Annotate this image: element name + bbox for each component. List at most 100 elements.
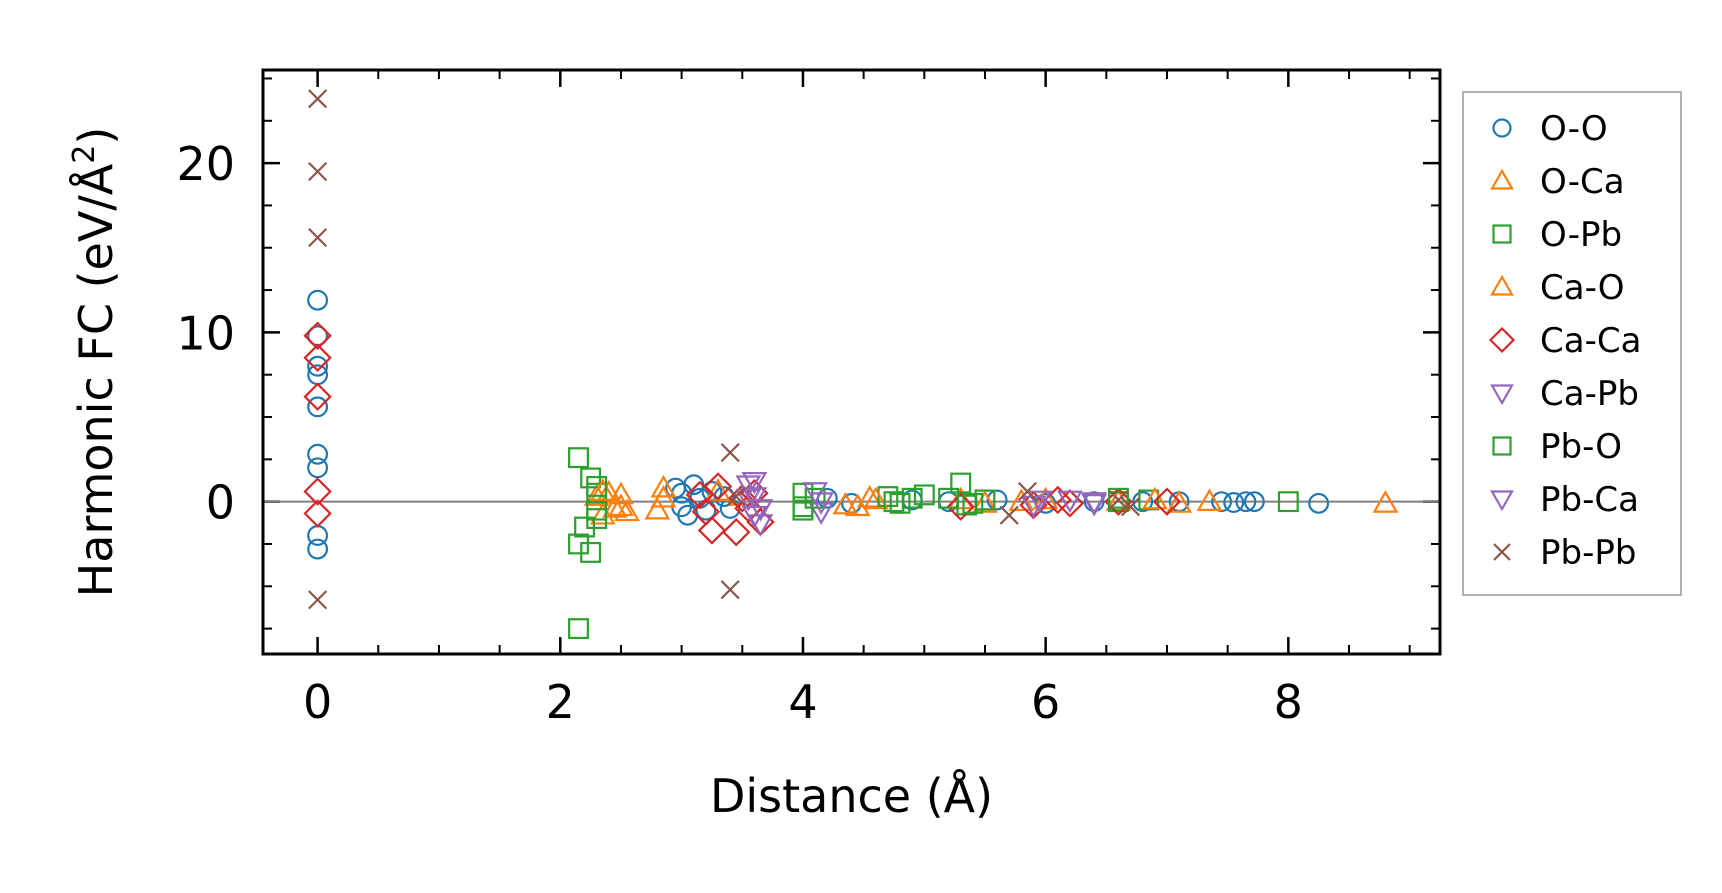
data-point — [950, 472, 972, 494]
legend-items: O-O O-Ca O-Pb Ca-O Ca-Ca Ca-Pb Pb-O Pb-Ca Pb-Pb — [1488, 109, 1641, 573]
data-point — [1152, 487, 1182, 516]
data-point — [697, 516, 727, 545]
data-point — [703, 472, 733, 501]
data-point — [303, 499, 332, 528]
y-axis-title-main: Harmonic FC (eV/Å — [69, 163, 123, 597]
legend-marker — [1490, 168, 1514, 190]
legend-item: O-Pb — [1492, 215, 1622, 255]
y-tick-label: 0 — [206, 476, 235, 530]
x-tick-label: 6 — [1031, 675, 1060, 729]
legend-marker — [1490, 490, 1514, 512]
data-point — [308, 228, 328, 248]
data-point — [303, 343, 332, 372]
data-point — [1108, 490, 1129, 510]
data-point — [1055, 489, 1085, 518]
plot-frame — [261, 68, 1442, 656]
x-tick-label: 0 — [303, 675, 332, 729]
data-point — [720, 442, 740, 463]
data-point — [862, 486, 889, 510]
data-point — [883, 491, 905, 513]
data-point — [1121, 497, 1141, 517]
data-point — [747, 514, 774, 537]
data-point — [307, 457, 329, 479]
legend-item: O-Ca — [1490, 162, 1625, 202]
data-point — [1243, 491, 1265, 513]
data-point — [586, 508, 608, 530]
x-axis-title: Distance (Å) — [710, 769, 993, 823]
data-point — [307, 538, 329, 560]
data-point — [307, 355, 329, 377]
series-pb-pb — [308, 89, 1141, 610]
x-tick-label: 4 — [788, 675, 817, 729]
data-point — [720, 580, 740, 600]
data-point — [1196, 488, 1223, 512]
data-point — [1223, 492, 1245, 513]
data-point — [913, 484, 935, 506]
data-point — [303, 382, 332, 411]
data-point — [1107, 487, 1129, 509]
data-point — [650, 474, 677, 498]
data-point — [741, 487, 768, 510]
data-point — [307, 289, 329, 311]
legend-marker — [1492, 436, 1512, 456]
data-point — [650, 485, 677, 508]
data-point — [608, 493, 634, 517]
data-point — [1308, 492, 1330, 514]
data-point — [1141, 486, 1168, 510]
legend-item: Ca-Pb — [1490, 374, 1639, 414]
data-point — [307, 396, 329, 418]
legend-marker — [1488, 326, 1516, 354]
data-point — [741, 471, 768, 495]
legend-label: O-O — [1540, 109, 1608, 149]
series-pb-ca — [735, 471, 1108, 522]
legend-item: Ca-O — [1490, 268, 1625, 308]
data-point — [601, 495, 628, 518]
data-point — [586, 475, 608, 497]
data-point — [608, 481, 634, 505]
data-point — [726, 486, 746, 507]
data-point — [986, 489, 1008, 511]
legend: O-O O-Ca O-Pb Ca-O Ca-Ca Ca-Pb Pb-O Pb-Ca Pb-Pb — [1462, 91, 1682, 596]
legend-item: Pb-Pb — [1493, 533, 1636, 573]
legend-item: Ca-Ca — [1488, 321, 1641, 361]
x-tick-label: 8 — [1274, 675, 1303, 729]
data-point — [1057, 490, 1083, 514]
y-tick-label: 10 — [176, 306, 235, 360]
data-point — [938, 487, 960, 509]
data-point — [1081, 492, 1108, 515]
data-point — [580, 541, 602, 563]
data-point — [308, 590, 328, 610]
y-axis-title-close: ) — [69, 127, 123, 145]
data-point — [1026, 490, 1053, 514]
data-point — [946, 492, 975, 521]
legend-marker — [1490, 384, 1514, 406]
data-point — [974, 489, 996, 511]
legend-item: Pb-O — [1492, 427, 1622, 467]
data-point — [747, 499, 774, 522]
data-point — [972, 490, 998, 513]
data-point — [1277, 491, 1299, 513]
legend-marker — [1490, 274, 1514, 296]
data-point — [735, 475, 762, 498]
legend-label: Pb-O — [1540, 427, 1622, 467]
data-point — [1235, 491, 1257, 513]
data-point — [856, 485, 883, 508]
data-point — [644, 496, 671, 520]
data-point — [792, 496, 814, 518]
legend-marker — [1493, 543, 1511, 561]
axis-ticks — [263, 70, 1440, 654]
data-point — [877, 486, 899, 508]
data-point — [1132, 491, 1154, 513]
data-point — [844, 493, 871, 517]
data-point — [614, 498, 640, 522]
legend-label: Pb-Ca — [1540, 480, 1639, 520]
data-point — [303, 477, 332, 506]
data-point — [308, 161, 328, 182]
legend-label: O-Ca — [1540, 162, 1625, 202]
series-o-pb — [568, 447, 1299, 640]
data-points — [303, 89, 1399, 640]
data-point — [589, 478, 616, 501]
legend-label: Ca-Pb — [1540, 374, 1639, 414]
y-axis-title-superscript: 2 — [67, 145, 102, 164]
